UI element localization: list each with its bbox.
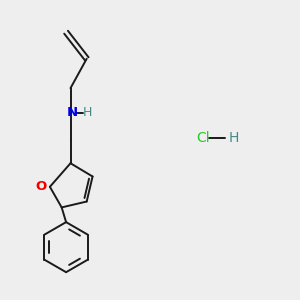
Text: N: N — [66, 106, 77, 119]
Text: Cl: Cl — [196, 131, 210, 145]
Text: H: H — [229, 131, 239, 145]
Text: H: H — [83, 106, 92, 119]
Text: O: O — [36, 180, 47, 193]
